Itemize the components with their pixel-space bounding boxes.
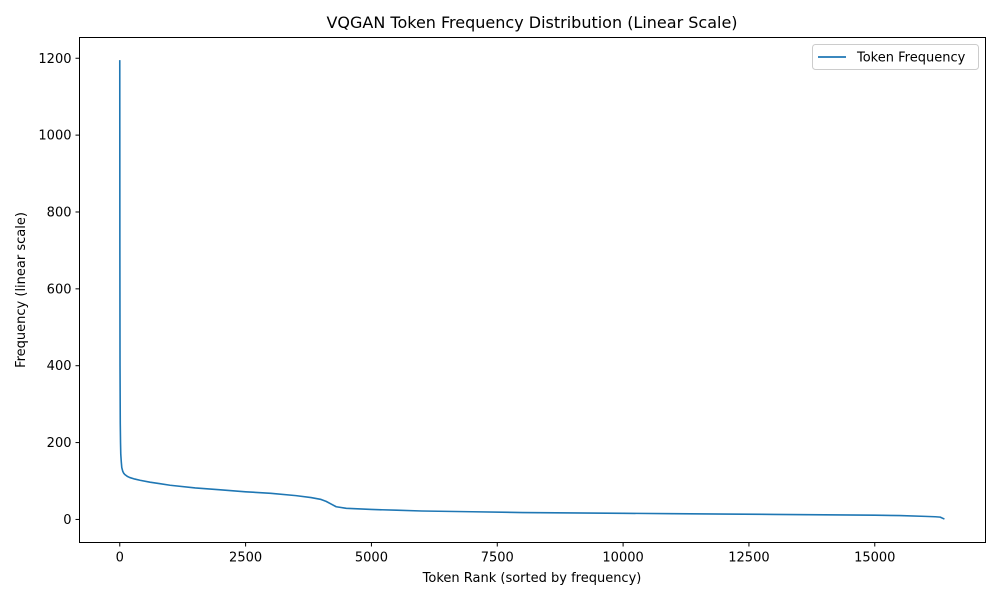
chart-title: VQGAN Token Frequency Distribution (Line… [326,13,737,32]
y-tick-label: 0 [63,513,71,528]
y-tick-label: 1000 [38,129,71,144]
x-tick-label: 0 [116,551,124,566]
y-axis-label: Frequency (linear scale) [14,212,29,368]
x-axis-ticks: 0 2500 5000 7500 10000 12500 15000 [116,542,895,566]
x-tick-label: 5000 [355,551,388,566]
y-axis-ticks: 0 200 400 600 800 1000 1200 [38,52,80,528]
x-tick-label: 15000 [854,551,895,566]
x-tick-label: 7500 [481,551,514,566]
y-tick-label: 400 [47,359,72,374]
x-tick-label: 10000 [602,551,643,566]
legend-label: Token Frequency [856,51,966,66]
plot-frame [79,37,986,543]
y-tick-label: 600 [47,282,72,297]
legend-box [812,44,979,70]
y-tick-label: 1200 [38,52,71,67]
y-tick-label: 200 [47,436,72,451]
series-line-token-frequency [118,60,945,520]
x-axis-label: Token Rank (sorted by frequency) [422,571,642,586]
legend: Token Frequency [812,44,979,70]
x-tick-label: 12500 [728,551,769,566]
y-tick-label: 800 [47,205,72,220]
x-tick-label: 2500 [229,551,262,566]
